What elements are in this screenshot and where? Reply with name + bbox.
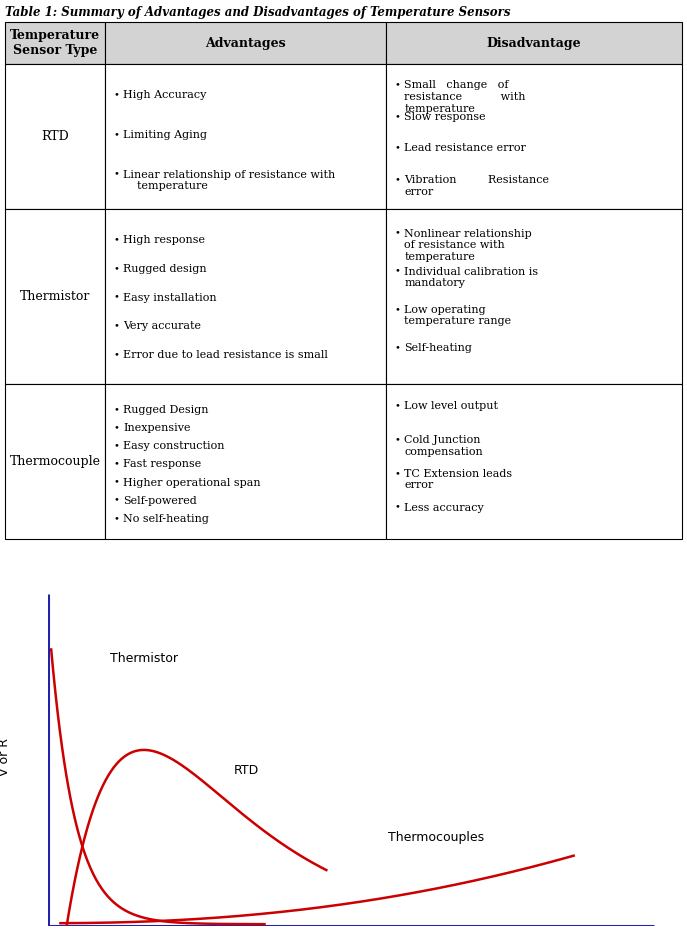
Text: Error due to lead resistance is small: Error due to lead resistance is small [123,350,328,360]
Text: Thermistor: Thermistor [20,290,90,303]
Text: Thermocouple: Thermocouple [10,455,100,468]
Text: •: • [113,405,119,414]
Bar [5,209,105,384]
Text: •: • [113,169,119,179]
Text: Vibration         Resistance
error: Vibration Resistance error [404,175,549,196]
Text: •: • [394,80,400,89]
Text: V or R: V or R [0,738,11,775]
Text: Low operating
temperature range: Low operating temperature range [404,305,511,326]
Text: •: • [113,292,119,302]
Text: Fast response: Fast response [123,460,201,469]
Bar [5,64,105,209]
Text: •: • [113,350,119,359]
Text: •: • [394,343,400,352]
Text: •: • [113,441,119,450]
Text: Very accurate: Very accurate [123,321,201,331]
Text: •: • [113,514,119,523]
Text: Low level output: Low level output [404,401,498,412]
Text: High response: High response [123,235,205,245]
Bar [386,384,682,539]
Bar [105,64,386,209]
Text: •: • [113,130,119,139]
Text: RTD: RTD [234,763,259,776]
Text: Rugged design: Rugged design [123,264,207,274]
Text: Inexpensive: Inexpensive [123,423,191,433]
Text: •: • [394,305,400,314]
Bar [386,22,682,64]
Text: •: • [113,495,119,505]
Bar [5,384,105,539]
Text: •: • [394,469,400,478]
Text: •: • [113,460,119,468]
Bar [105,209,386,384]
Text: Less accuracy: Less accuracy [404,503,484,512]
Text: Easy construction: Easy construction [123,441,225,451]
Text: •: • [113,478,119,487]
Text: Linear relationship of resistance with
    temperature: Linear relationship of resistance with t… [123,169,335,191]
Text: •: • [394,228,400,238]
Bar [386,64,682,209]
Text: Lead resistance error: Lead resistance error [404,144,526,153]
Text: Rugged Design: Rugged Design [123,405,209,415]
Text: •: • [394,175,400,184]
Text: •: • [113,423,119,432]
Text: •: • [113,264,119,273]
Text: •: • [113,321,119,330]
Bar [5,22,105,64]
Text: •: • [394,401,400,411]
Text: Easy installation: Easy installation [123,292,217,303]
Text: Advantages: Advantages [205,37,286,50]
Text: Nonlinear relationship
of resistance with
temperature: Nonlinear relationship of resistance wit… [404,228,532,262]
Text: •: • [394,144,400,152]
Text: High Accuracy: High Accuracy [123,90,207,101]
Text: Individual calibration is
mandatory: Individual calibration is mandatory [404,267,539,289]
Text: Self-heating: Self-heating [404,343,472,352]
Text: RTD: RTD [41,130,69,143]
Text: Thermocouples: Thermocouples [388,831,484,844]
Text: •: • [394,112,400,121]
Text: Cold Junction
compensation: Cold Junction compensation [404,435,483,457]
Text: Higher operational span: Higher operational span [123,478,261,488]
Text: Self-powered: Self-powered [123,495,197,506]
Text: Small   change   of
resistance           with
temperature: Small change of resistance with temperat… [404,80,526,114]
Text: TC Extension leads
error: TC Extension leads error [404,469,513,491]
Text: •: • [394,267,400,275]
Text: •: • [394,503,400,511]
Bar [105,22,386,64]
Text: No self-heating: No self-heating [123,514,209,524]
Text: Disadvantage: Disadvantage [487,37,581,50]
Text: Temperature
Sensor Type: Temperature Sensor Type [10,29,100,57]
Text: •: • [113,235,119,244]
Bar [386,209,682,384]
Text: •: • [113,90,119,100]
Text: Slow response: Slow response [404,112,486,122]
Text: Limiting Aging: Limiting Aging [123,130,207,140]
Text: Thermistor: Thermistor [110,652,178,665]
Text: •: • [394,435,400,445]
Bar [105,384,386,539]
Text: Table 1: Summary of Advantages and Disadvantages of Temperature Sensors: Table 1: Summary of Advantages and Disad… [5,6,510,19]
